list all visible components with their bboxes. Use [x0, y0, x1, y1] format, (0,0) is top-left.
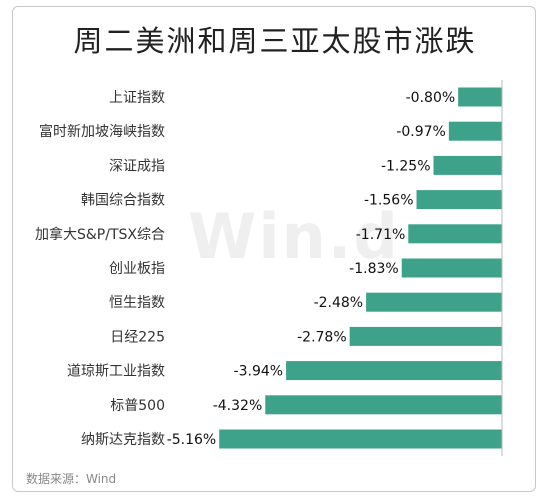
bar: [219, 429, 502, 449]
bars-group: [219, 87, 502, 449]
value-label: -1.71%: [356, 227, 406, 243]
category-label: 加拿大S&P/TSX综合: [35, 226, 165, 243]
value-label: -1.56%: [364, 193, 414, 209]
chart-title: 周二美洲和周三亚太股市涨跌: [73, 24, 477, 58]
bar: [349, 326, 502, 346]
bar: [458, 87, 502, 107]
value-label: -2.48%: [314, 295, 364, 311]
value-label: -3.94%: [234, 364, 284, 380]
bar: [286, 361, 502, 381]
bar: [366, 292, 502, 312]
bar: [448, 121, 502, 141]
value-label: -5.16%: [167, 432, 217, 448]
value-label: -0.97%: [396, 124, 446, 140]
watermark-logo: Win.d: [188, 200, 400, 273]
source-note: 数据来源：Wind: [26, 472, 117, 486]
category-label: 日经225: [110, 329, 165, 345]
category-label: 创业板指: [109, 261, 165, 277]
category-label: 标普500: [110, 398, 165, 414]
category-label: 富时新加坡海峡指数: [39, 123, 165, 140]
value-label: -1.25%: [381, 158, 431, 174]
bar: [416, 190, 502, 210]
category-labels-group: 上证指数富时新加坡海峡指数深证成指韩国综合指数加拿大S&P/TSX综合创业板指恒…: [35, 90, 165, 448]
value-label: -4.32%: [213, 398, 263, 414]
value-label: -2.78%: [297, 329, 347, 345]
bar: [265, 395, 502, 415]
value-label: -0.80%: [406, 90, 456, 106]
category-label: 道琼斯工业指数: [67, 364, 165, 380]
value-label: -1.83%: [349, 261, 399, 277]
category-label: 韩国综合指数: [81, 193, 165, 209]
category-label: 纳斯达克指数: [81, 432, 165, 448]
category-label: 上证指数: [109, 90, 165, 106]
bar: [401, 258, 502, 278]
category-label: 深证成指: [109, 158, 165, 174]
bar: [408, 224, 502, 244]
bar: [433, 155, 502, 175]
value-labels-group: -0.80% -0.97% -1.25% -1.56% -1.71% -1.83% -2.4…: [167, 90, 455, 448]
category-label: 恒生指数: [109, 295, 165, 311]
